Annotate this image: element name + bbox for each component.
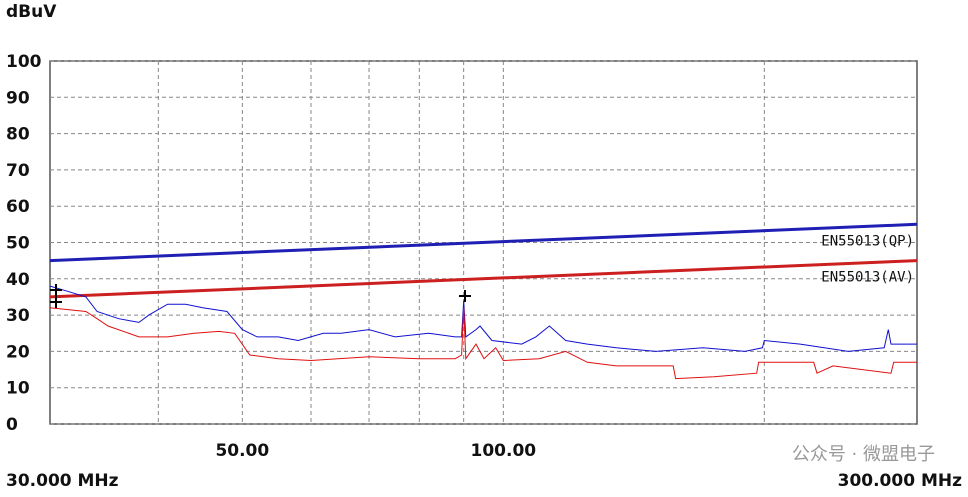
marker xyxy=(50,296,62,308)
watermark: 公众号 · 微盟电子 xyxy=(792,444,935,465)
y-tick-label: 100 xyxy=(6,52,42,72)
y-tick-label: 50 xyxy=(6,234,30,254)
y-tick-label: 40 xyxy=(6,270,30,290)
series-line xyxy=(49,222,918,263)
series-label: EN55013(AV) xyxy=(821,270,914,286)
x-start-label: 30.000 MHz xyxy=(6,471,119,491)
y-tick-label: 90 xyxy=(6,88,30,108)
series-label: EN55013(QP) xyxy=(821,233,914,249)
x-tick-label: 50.00 xyxy=(215,441,269,461)
y-tick-label: 20 xyxy=(6,342,30,362)
y-tick-label: 10 xyxy=(6,379,30,399)
series-line xyxy=(49,285,917,352)
series-line xyxy=(49,307,917,380)
series-line xyxy=(49,259,918,299)
y-tick-label: 70 xyxy=(6,161,30,181)
y-tick-label: 0 xyxy=(6,415,18,435)
marker xyxy=(459,290,471,302)
marker xyxy=(50,284,62,296)
y-tick-label: 80 xyxy=(6,125,30,145)
x-end-label: 300.000 MHz xyxy=(838,471,962,491)
y-tick-label: 60 xyxy=(6,197,30,217)
x-tick-label: 100.00 xyxy=(471,441,537,461)
y-axis-label: dBuV xyxy=(6,2,57,22)
y-tick-label: 30 xyxy=(6,306,30,326)
